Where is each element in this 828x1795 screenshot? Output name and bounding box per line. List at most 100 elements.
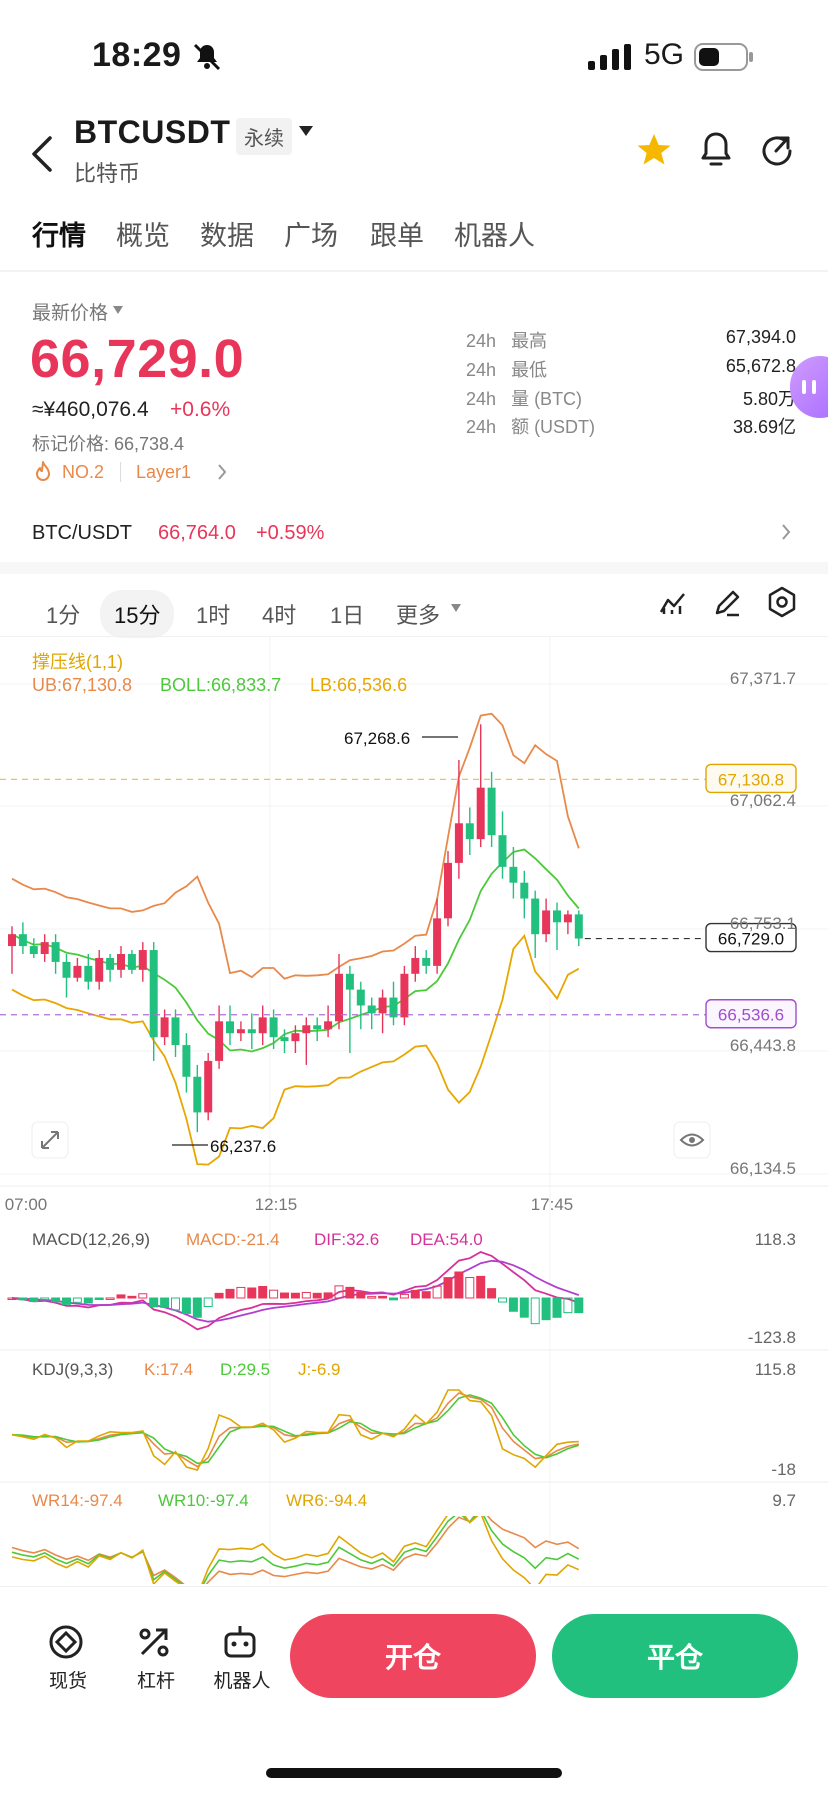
nav-robot-label[interactable]: 机器人 (213, 1671, 271, 1692)
kdj-k-line (11, 1392, 579, 1468)
candle-body (18, 934, 27, 947)
settings-icon[interactable] (766, 586, 798, 618)
rank-badge[interactable]: NO.2 (62, 462, 105, 482)
tab-market[interactable]: 行情 (32, 221, 86, 251)
candle-body (215, 1021, 224, 1061)
caret-down-icon[interactable] (450, 603, 462, 613)
macd-bar (432, 1285, 442, 1299)
candle-body (193, 1076, 202, 1113)
caret-down-icon[interactable] (112, 305, 124, 315)
candle-body (563, 914, 572, 923)
star-icon[interactable] (636, 132, 672, 168)
draw-icon[interactable] (712, 588, 742, 618)
divider (120, 462, 121, 482)
chevron-right-icon[interactable] (216, 462, 228, 482)
macd-bar (421, 1291, 431, 1299)
macd-bar (149, 1297, 159, 1308)
stat-period: 24h (466, 360, 497, 380)
assistant-bubble[interactable] (790, 356, 828, 418)
back-icon[interactable] (28, 134, 58, 174)
spot-pair[interactable]: BTC/USDT (32, 522, 132, 544)
kdj-d-line (11, 1394, 580, 1465)
axis-labels: 67,371.7 67,062.4 66,753.1 66,443.8 66,134.5… (5, 669, 796, 1214)
category-link[interactable]: Layer1 (136, 462, 192, 482)
last-price: 66,729.0 (30, 329, 245, 389)
chevron-right-icon[interactable] (780, 522, 792, 542)
visibility-button[interactable] (673, 1121, 711, 1159)
open-position-button[interactable]: 开仓 (290, 1614, 536, 1698)
nav-leverage-label[interactable]: 杠杆 (136, 1671, 175, 1692)
battery-icon (694, 43, 753, 71)
macd-bar (214, 1292, 224, 1299)
divider (0, 636, 828, 637)
candle-body (433, 918, 442, 966)
share-icon[interactable] (760, 134, 794, 168)
macd-bar (72, 1297, 82, 1303)
macd-bar (541, 1297, 551, 1321)
last-price-label[interactable]: 最新价格 (32, 303, 109, 324)
interval-1m[interactable]: 1分 (46, 603, 81, 628)
interval-1d[interactable]: 1日 (330, 603, 365, 628)
macd-bar (203, 1297, 213, 1308)
spot-icon (49, 1625, 83, 1659)
expand-icon (41, 1131, 59, 1149)
x-tick-label: 12:15 (255, 1195, 298, 1214)
tab-square[interactable]: 广场 (284, 221, 338, 251)
interval-15m[interactable]: 15分 (100, 590, 175, 638)
contract-symbol[interactable]: BTCUSDT (74, 114, 231, 150)
macd-bar (487, 1288, 497, 1299)
alert-icon[interactable] (698, 130, 734, 170)
tab-bot[interactable]: 机器人 (454, 221, 535, 251)
dea-value: DEA:54.0 (410, 1230, 483, 1249)
interval-4h[interactable]: 4时 (262, 603, 297, 628)
y-tick-label: 67,371.7 (730, 669, 796, 688)
macd-bar (29, 1297, 39, 1303)
candle-body (258, 1017, 267, 1034)
macd-bar (51, 1297, 61, 1303)
candle-body (498, 835, 507, 867)
macd-bar (574, 1297, 584, 1314)
price-chart[interactable]: 67,130.8 66,536.6 66,729.0 67,371.7 67,062.… (0, 636, 828, 1586)
macd-bar (192, 1297, 202, 1318)
home-indicator (266, 1768, 562, 1778)
candle-body (476, 787, 485, 840)
nav-spot[interactable] (46, 1622, 90, 1667)
bell-off-icon (193, 43, 221, 71)
stat-name: 最高 (511, 331, 548, 351)
interval-more[interactable]: 更多 (396, 603, 441, 628)
candle-body (335, 973, 343, 1022)
candle-body (356, 989, 365, 1006)
boll-lower (11, 933, 580, 1166)
tab-data[interactable]: 数据 (200, 221, 254, 251)
wr6-line (11, 1516, 580, 1584)
candle-body (574, 914, 583, 939)
wr10-line (11, 1516, 580, 1584)
eye-icon (679, 1133, 705, 1147)
close-position-button[interactable]: 平仓 (552, 1614, 798, 1698)
macd-bar (138, 1293, 148, 1299)
tab-copy-trade[interactable]: 跟单 (370, 221, 424, 251)
macd-bar (345, 1286, 355, 1299)
candle-body (389, 997, 398, 1018)
nav-leverage[interactable] (134, 1622, 178, 1667)
interval-1h[interactable]: 1时 (196, 603, 231, 628)
tab-overview[interactable]: 概览 (116, 221, 170, 251)
legend-ub: UB:67,130.8 (32, 675, 132, 695)
nav-robot[interactable] (220, 1622, 264, 1667)
expand-button[interactable] (31, 1121, 69, 1159)
macd-bar (563, 1297, 573, 1314)
wr14-value: WR14:-97.4 (32, 1491, 123, 1510)
candle-body (8, 934, 16, 947)
kdj-j-line (11, 1389, 579, 1471)
wr6-value: WR6:-94.4 (286, 1491, 367, 1510)
divider (0, 270, 828, 272)
dropdown-icon[interactable] (298, 124, 314, 138)
macd-bar (334, 1285, 344, 1299)
macd-label: MACD(12,26,9) (32, 1230, 150, 1249)
nav-spot-label[interactable]: 现货 (48, 1671, 87, 1692)
candle-body (226, 1021, 234, 1034)
indicator-icon[interactable] (658, 588, 688, 618)
y-tick-label: 67,062.4 (730, 791, 796, 810)
macd-bar (356, 1291, 366, 1299)
candle-body (531, 898, 540, 935)
